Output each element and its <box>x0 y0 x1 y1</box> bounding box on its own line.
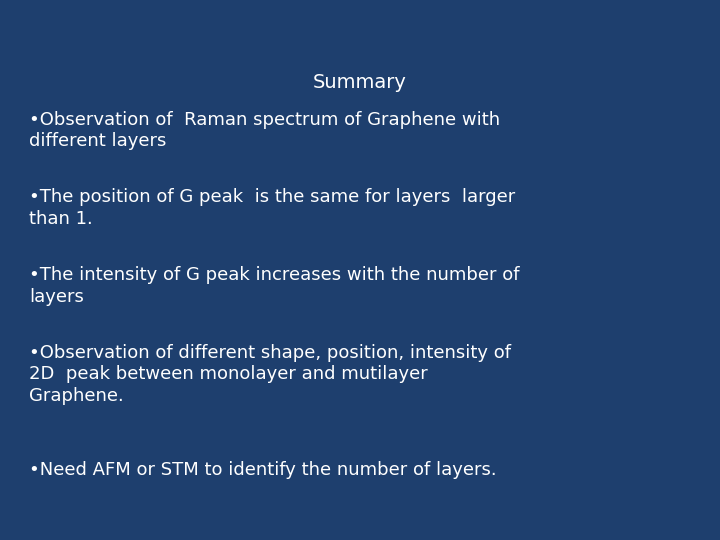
Text: •The intensity of G peak increases with the number of
layers: •The intensity of G peak increases with … <box>29 266 519 306</box>
Text: Summary: Summary <box>313 73 407 92</box>
Text: •Need AFM or STM to identify the number of layers.: •Need AFM or STM to identify the number … <box>29 461 496 478</box>
Text: •Observation of  Raman spectrum of Graphene with
different layers: •Observation of Raman spectrum of Graphe… <box>29 111 500 150</box>
Text: •The position of G peak  is the same for layers  larger
than 1.: •The position of G peak is the same for … <box>29 188 515 228</box>
Text: •Observation of different shape, position, intensity of
2D  peak between monolay: •Observation of different shape, positio… <box>29 344 510 405</box>
